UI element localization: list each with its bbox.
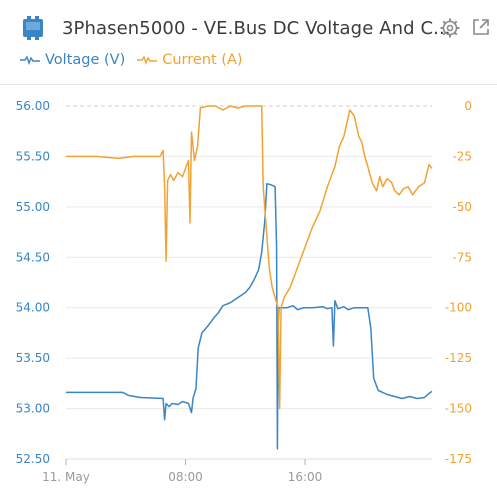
right-tick-label: -150: [445, 402, 472, 416]
x-tick-label: 08:00: [168, 470, 203, 484]
chart-legend: Voltage (V) Current (A): [20, 52, 243, 68]
left-tick-label: 52.50: [16, 452, 50, 466]
right-tick-label: 0: [464, 99, 472, 113]
right-tick-label: -175: [445, 452, 472, 466]
current-line-icon: [137, 55, 158, 65]
legend-current[interactable]: Current (A): [137, 52, 243, 68]
left-tick-label: 55.50: [16, 149, 50, 163]
left-tick-label: 54.00: [16, 301, 50, 315]
current-series-line: [66, 105, 433, 410]
x-tick-label: 16:00: [288, 470, 323, 484]
widget-header: 3Phasen5000 - VE.Bus DC Voltage And C...: [0, 0, 497, 86]
right-tick-label: -125: [445, 351, 472, 365]
left-tick-label: 55.00: [16, 200, 50, 214]
left-tick-label: 53.50: [16, 351, 50, 365]
right-tick-label: -100: [445, 301, 472, 315]
right-tick-label: -75: [452, 250, 472, 264]
gear-icon[interactable]: [440, 18, 460, 38]
grid-layer: [66, 105, 432, 460]
ticks-layer: 56.00 55.50 55.00 54.50 54.00 53.50 53.00 52.50…: [16, 99, 472, 484]
legend-current-label: Current (A): [162, 52, 243, 68]
voltage-line-icon: [20, 55, 40, 65]
legend-voltage[interactable]: Voltage (V): [20, 52, 125, 68]
x-tick-label: 11. May: [42, 470, 90, 484]
right-tick-label: -50: [452, 200, 472, 214]
widget-title: 3Phasen5000 - VE.Bus DC Voltage And C...: [62, 18, 451, 39]
left-tick-label: 53.00: [16, 402, 50, 416]
device-icon[interactable]: [22, 16, 44, 40]
right-tick-label: -25: [452, 149, 472, 163]
series-layer: [66, 105, 433, 450]
left-tick-label: 54.50: [16, 250, 50, 264]
legend-voltage-label: Voltage (V): [45, 52, 126, 68]
left-tick-label: 56.00: [16, 99, 50, 113]
voltage-series-line: [66, 182, 433, 450]
header-divider: [0, 84, 497, 85]
popout-icon[interactable]: [472, 18, 490, 36]
